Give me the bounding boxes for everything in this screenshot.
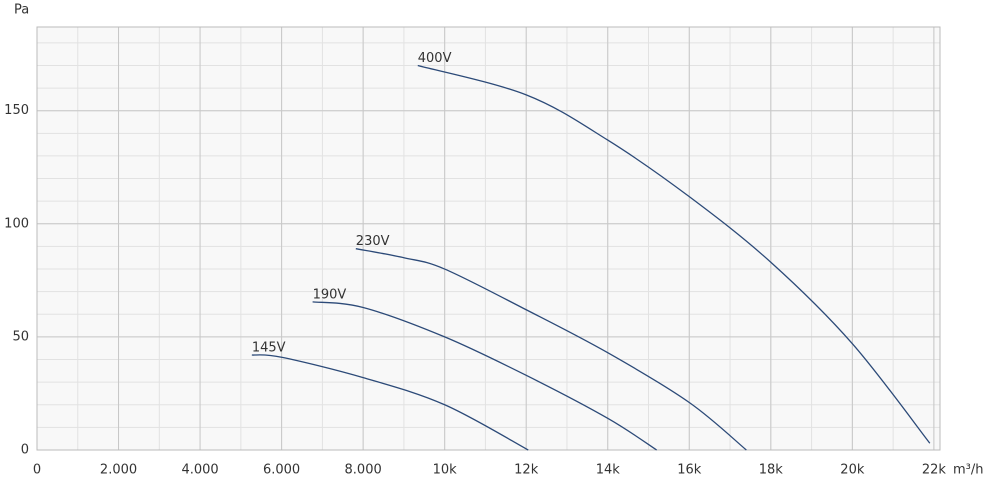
curve bbox=[312, 301, 658, 451]
y-tick-label: 100 bbox=[4, 216, 29, 231]
x-tick-label: 10k bbox=[433, 463, 458, 478]
curve-label: 190V bbox=[313, 287, 347, 302]
y-tick-label: 150 bbox=[4, 103, 29, 118]
x-tick-label: 0 bbox=[33, 463, 41, 478]
x-tick-label: 16k bbox=[677, 463, 702, 478]
plot-frame bbox=[36, 26, 941, 451]
x-tick-label: 8.000 bbox=[345, 463, 382, 478]
x-tick-label: 4.000 bbox=[181, 463, 218, 478]
x-tick-label: 2.000 bbox=[100, 463, 137, 478]
curve bbox=[251, 354, 529, 451]
x-tick-label: 14k bbox=[596, 463, 621, 478]
curve-label: 145V bbox=[252, 340, 286, 355]
x-tick-label: 6.000 bbox=[263, 463, 300, 478]
x-tick-label: 20k bbox=[840, 463, 865, 478]
y-tick-label: 50 bbox=[12, 329, 29, 344]
curve bbox=[355, 248, 747, 451]
curve bbox=[417, 64, 931, 444]
x-tick-label: 12k bbox=[514, 463, 539, 478]
x-axis-label: m³/h bbox=[953, 463, 984, 478]
plot-area bbox=[37, 27, 940, 450]
y-axis-label: Pa bbox=[14, 3, 29, 18]
y-tick-label: 0 bbox=[21, 443, 29, 458]
curve-label: 400V bbox=[418, 51, 452, 66]
curve-label: 230V bbox=[356, 234, 390, 249]
x-tick-label: 22k bbox=[922, 463, 947, 478]
x-tick-label: 18k bbox=[759, 463, 784, 478]
